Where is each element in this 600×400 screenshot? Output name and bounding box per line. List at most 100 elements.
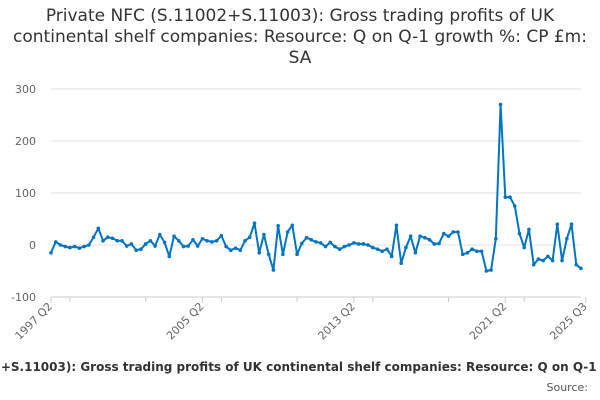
data-point bbox=[418, 234, 422, 238]
data-point bbox=[574, 262, 579, 267]
data-point bbox=[214, 239, 219, 243]
data-point bbox=[470, 247, 474, 251]
data-point bbox=[247, 235, 252, 239]
data-point bbox=[276, 223, 280, 228]
data-point bbox=[432, 242, 437, 246]
data-point bbox=[134, 248, 138, 252]
data-point bbox=[366, 243, 370, 247]
data-point bbox=[394, 223, 399, 228]
data-point bbox=[560, 258, 564, 263]
data-point bbox=[508, 195, 512, 199]
data-point bbox=[399, 261, 403, 266]
data-point bbox=[385, 247, 389, 251]
x-tick-label: 2025 Q3 bbox=[547, 300, 590, 343]
data-point bbox=[531, 262, 536, 267]
data-point bbox=[475, 249, 479, 254]
y-tick-label: -100 bbox=[11, 291, 36, 304]
data-point bbox=[266, 252, 271, 257]
data-point bbox=[162, 240, 167, 245]
data-point bbox=[101, 239, 105, 243]
data-point bbox=[565, 236, 569, 241]
footer-title: Private NFC (S.11002+S.11003): Gross tra… bbox=[0, 360, 600, 374]
data-point bbox=[423, 235, 427, 240]
data-point bbox=[105, 235, 110, 239]
data-point bbox=[370, 245, 375, 250]
data-point bbox=[176, 239, 181, 243]
data-point bbox=[91, 235, 96, 239]
data-point bbox=[494, 236, 498, 241]
data-point bbox=[337, 247, 342, 251]
y-tick-label: 300 bbox=[15, 83, 36, 96]
data-point bbox=[522, 245, 527, 250]
data-point bbox=[503, 195, 508, 199]
data-point bbox=[536, 257, 541, 261]
data-point bbox=[82, 244, 86, 249]
y-tick-label: 100 bbox=[15, 187, 36, 200]
x-tick-label: 2005 Q2 bbox=[164, 300, 207, 343]
x-tick-label: 1997 Q2 bbox=[13, 300, 56, 343]
data-point bbox=[167, 254, 172, 259]
data-point bbox=[224, 244, 228, 249]
data-point bbox=[238, 248, 243, 252]
data-point bbox=[96, 226, 101, 231]
data-point bbox=[68, 245, 72, 250]
data-point bbox=[281, 252, 285, 257]
data-point bbox=[550, 258, 555, 263]
data-point bbox=[124, 244, 129, 248]
data-point bbox=[413, 251, 418, 255]
data-point bbox=[200, 236, 205, 241]
data-point bbox=[300, 241, 304, 246]
data-point bbox=[527, 227, 531, 232]
data-point bbox=[456, 230, 460, 234]
data-point bbox=[498, 102, 503, 107]
data-point bbox=[129, 242, 134, 246]
x-tick-label: 2013 Q2 bbox=[315, 300, 358, 343]
data-point bbox=[252, 221, 257, 225]
data-point bbox=[404, 245, 408, 250]
data-point bbox=[361, 242, 366, 246]
data-point bbox=[210, 240, 214, 244]
data-point bbox=[229, 248, 233, 252]
source-label: Source: bbox=[546, 381, 589, 394]
data-point bbox=[333, 244, 337, 249]
data-point bbox=[314, 240, 318, 244]
data-point bbox=[58, 243, 63, 247]
data-point bbox=[243, 239, 247, 243]
data-point bbox=[87, 243, 91, 247]
data-point bbox=[446, 234, 451, 238]
data-point bbox=[120, 239, 124, 243]
data-point bbox=[318, 241, 323, 245]
data-point bbox=[271, 268, 276, 272]
data-point bbox=[143, 242, 148, 246]
y-tick-label: 200 bbox=[15, 135, 36, 148]
data-point bbox=[323, 244, 328, 249]
data-point bbox=[49, 251, 53, 255]
data-point bbox=[205, 239, 209, 243]
data-point bbox=[555, 222, 560, 226]
data-point bbox=[148, 239, 153, 243]
data-point bbox=[479, 249, 484, 254]
data-point bbox=[352, 241, 356, 245]
data-point bbox=[139, 247, 143, 251]
data-point bbox=[328, 240, 332, 245]
data-point bbox=[285, 230, 290, 234]
series-line bbox=[50, 103, 582, 272]
data-point bbox=[356, 242, 361, 246]
data-point bbox=[262, 232, 266, 237]
data-point bbox=[172, 234, 176, 238]
data-point bbox=[77, 246, 82, 250]
data-point bbox=[309, 238, 314, 242]
data-point bbox=[484, 269, 489, 273]
data-point bbox=[427, 238, 432, 242]
x-tick-label: 2021 Q2 bbox=[467, 300, 510, 343]
data-point bbox=[465, 251, 470, 255]
data-point bbox=[451, 230, 456, 234]
data-point bbox=[347, 243, 351, 247]
data-point bbox=[512, 204, 517, 208]
data-point bbox=[195, 244, 200, 248]
data-point bbox=[517, 231, 522, 236]
data-point bbox=[72, 244, 77, 249]
data-point bbox=[290, 223, 295, 228]
data-point bbox=[219, 233, 224, 238]
